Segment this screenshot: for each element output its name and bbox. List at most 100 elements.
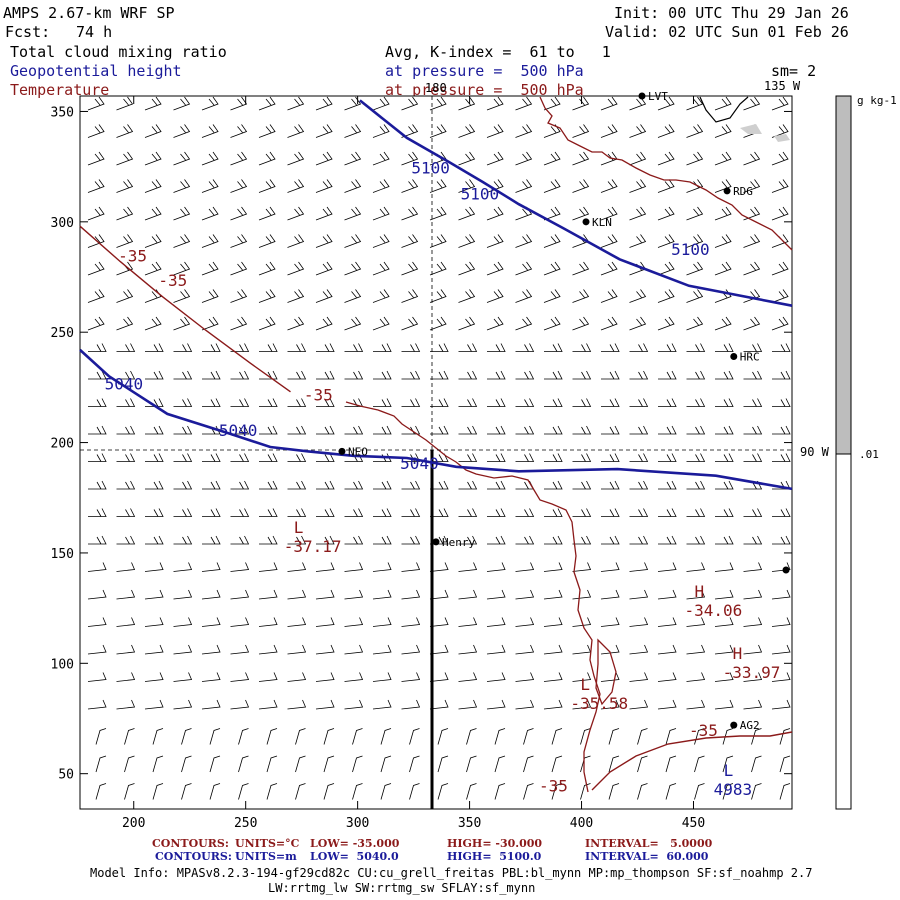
wind-barb — [658, 480, 677, 490]
wind-barb — [201, 151, 219, 166]
height-contour — [79, 348, 793, 491]
wind-barb — [543, 589, 563, 600]
wind-barb — [87, 261, 105, 276]
wind-barb — [551, 783, 563, 800]
stations: LVT RDG KLN HRC NEO Henry AG2 — [338, 90, 790, 732]
wind-barb — [401, 316, 419, 331]
wind-barb — [401, 370, 421, 380]
wind-barb — [259, 425, 278, 435]
wind-barb — [686, 672, 706, 682]
wind-barb — [487, 535, 506, 545]
wind-barb — [600, 589, 620, 600]
wind-barb — [600, 644, 620, 655]
wind-barb — [144, 672, 164, 682]
wind-barb — [116, 508, 136, 517]
wind-barb — [543, 699, 563, 710]
wind-barb — [409, 728, 420, 745]
wind-barb — [686, 234, 704, 248]
wind-barb — [95, 728, 107, 745]
wind-barb — [315, 289, 333, 303]
wind-barb — [173, 480, 193, 490]
wind-barb — [401, 261, 419, 276]
wind-barb — [372, 699, 392, 710]
wind-barb — [258, 316, 276, 331]
wind-barb — [486, 261, 504, 276]
wind-barb — [629, 206, 647, 221]
wind-barb — [287, 589, 307, 600]
wind-barb — [287, 151, 305, 166]
y-tick-label: 150 — [51, 547, 74, 562]
wind-barb — [401, 535, 421, 545]
temperature-label: -35 — [158, 271, 187, 290]
wind-barb — [173, 234, 191, 248]
wind-barb — [771, 316, 789, 331]
wind-barb — [124, 728, 135, 745]
wind-barb — [380, 728, 392, 745]
footer-height-units: UNITS=m — [235, 850, 297, 863]
wind-barb — [88, 453, 107, 462]
extremum-letter: L — [580, 675, 590, 694]
temperature-label: -35 — [304, 386, 333, 405]
wind-barb — [715, 370, 734, 380]
wind-barb — [487, 370, 506, 380]
wind-barb — [230, 535, 250, 545]
wind-barb — [173, 261, 191, 276]
wind-barb — [629, 151, 647, 166]
wind-barb — [287, 316, 305, 331]
wind-barb — [401, 96, 419, 111]
wind-barb — [202, 535, 221, 545]
wind-barb — [458, 179, 476, 193]
wind-barb — [629, 589, 649, 600]
wind-barb — [515, 151, 533, 166]
wind-barb — [144, 124, 162, 138]
station-label: HRC — [740, 350, 760, 363]
wind-barb — [124, 783, 135, 800]
wind-barb — [372, 289, 390, 303]
wind-barb — [429, 699, 449, 710]
wind-barb — [173, 589, 193, 600]
wind-barb — [315, 589, 335, 600]
wind-barb — [116, 480, 136, 490]
wind-barb — [401, 179, 419, 193]
smoothing-label: sm= 2 — [771, 62, 817, 80]
wind-barb — [771, 261, 789, 276]
wind-barb — [743, 562, 763, 572]
wind-barb — [486, 96, 504, 111]
x-tick-label: 200 — [122, 816, 145, 831]
wind-barb — [743, 672, 763, 682]
wind-barb — [515, 644, 535, 655]
wind-barb — [601, 343, 620, 352]
wind-barb — [316, 343, 335, 352]
wind-barb — [657, 644, 677, 655]
wind-barb — [116, 425, 136, 435]
wind-barb — [173, 672, 193, 682]
wind-barb — [494, 755, 506, 773]
wind-barb — [88, 398, 107, 407]
wind-barb — [572, 508, 592, 517]
wind-barb — [686, 343, 706, 352]
wind-barb — [230, 589, 250, 600]
wind-barb — [209, 755, 221, 773]
wind-barb — [344, 261, 362, 276]
x-tick-label: 300 — [346, 816, 369, 831]
wind-barb — [686, 124, 704, 138]
wind-barb — [437, 728, 449, 745]
wind-barb — [238, 755, 249, 773]
temperature-label: -35 — [689, 721, 718, 740]
wind-barb — [515, 179, 533, 193]
wind-barb — [658, 535, 677, 545]
wind-barb — [181, 728, 192, 745]
wind-barb — [543, 234, 561, 248]
wind-barb — [116, 589, 136, 600]
wind-barb — [238, 783, 249, 800]
wind-barb — [601, 480, 620, 490]
wind-barb — [116, 234, 134, 248]
wind-barb — [658, 343, 677, 352]
wind-barb — [430, 508, 449, 517]
wind-barb — [401, 617, 421, 627]
wind-barb — [88, 535, 107, 545]
station-label: KLN — [592, 216, 612, 229]
wind-barb — [266, 783, 278, 800]
extremum-letter: L — [294, 518, 304, 537]
meridian-90-label: 90 W — [800, 445, 830, 459]
